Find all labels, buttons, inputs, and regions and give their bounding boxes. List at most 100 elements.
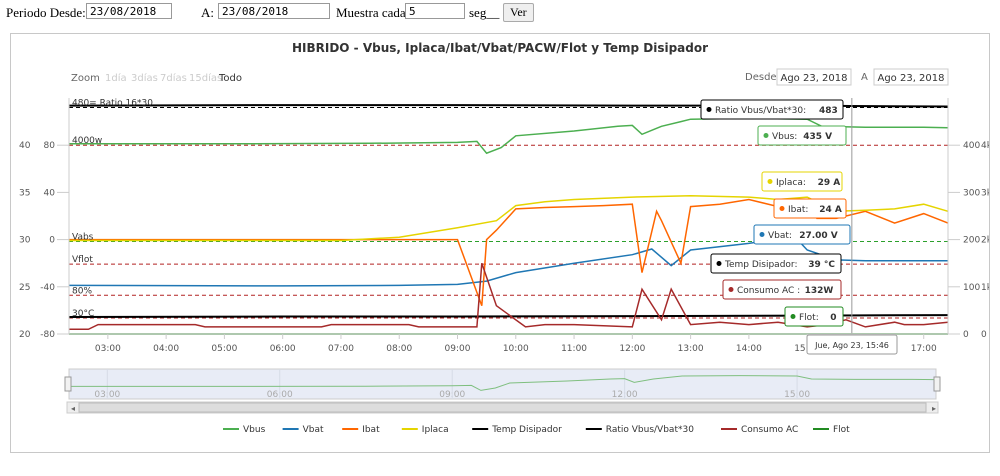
tooltip-vbus-value: 435 V	[803, 132, 832, 142]
y-left-outer-tick: 30	[19, 236, 31, 246]
period-form: Periodo Desde: A: Muestra cada: seg__ Ve…	[0, 0, 1000, 26]
y-right-inner-tick: 100	[963, 283, 980, 293]
desde-date-input[interactable]	[86, 3, 172, 19]
legend: Vbus Vbat Ibat Iplaca Temp Disipador Ratio Vb…	[223, 425, 850, 435]
tooltip-temp-dot	[716, 261, 722, 266]
zoom-15dias-button[interactable]: 15días	[189, 72, 222, 84]
y-left-inner-tick: -40	[40, 283, 55, 293]
y-left-inner-tick: -80	[40, 330, 55, 340]
range-from-box[interactable]	[776, 68, 852, 86]
x-tick-label: 14:00	[736, 344, 762, 354]
x-tick-label: 04:00	[153, 344, 179, 354]
y-left-outer-tick: 35	[19, 188, 30, 198]
tooltip-ratio-label: Ratio Vbus/Vbat*30:	[715, 106, 806, 116]
tooltip-ibat-box	[773, 198, 847, 219]
series-line-vbus	[69, 117, 949, 155]
x-tick-label: 12:00	[619, 344, 645, 354]
y-right-outer-tick: 3k	[981, 188, 989, 198]
x-tick-label: 13:00	[678, 344, 704, 354]
zoom-1dia-button[interactable]: 1día	[105, 72, 127, 84]
tooltip-flot-dot	[790, 314, 796, 319]
zoom-todo-button[interactable]: Todo	[218, 73, 242, 84]
tooltip-consumo-value: 132W	[805, 286, 834, 296]
scroll-left-arrow-icon: ◂	[71, 404, 75, 413]
navigator-handle-right	[933, 376, 941, 392]
zoom-7dias-button[interactable]: 7días	[160, 72, 187, 84]
tooltip-consumo-box	[722, 279, 842, 300]
y-right-outer-tick: 2k	[981, 236, 989, 246]
y-right-outer-tick: 4k	[981, 141, 989, 151]
tooltip-ratio-value: 483	[819, 106, 838, 116]
legend-item-consumo-ac: Consumo AC	[741, 425, 798, 435]
a-date-input[interactable]	[218, 3, 330, 19]
legend-item-iplaca: Iplaca	[422, 425, 449, 435]
tooltip-consumo-dot	[728, 287, 734, 292]
chart-container: HIBRIDO - Vbus, Iplaca/Ibat/Vbat/PACW/Fl…	[10, 33, 990, 453]
tooltip-temp-label: Temp Disipador:	[724, 260, 798, 270]
tooltip-iplaca-label: Iplaca:	[776, 178, 806, 188]
legend-item-vbus: Vbus	[243, 425, 266, 435]
legend-item-vbat: Vbat	[303, 425, 324, 435]
y-right-inner-tick: 0	[963, 330, 969, 340]
x-tick-label: 10:00	[503, 344, 529, 354]
tooltip-date-box	[806, 334, 898, 355]
muestra-label: Muestra cada:	[336, 5, 410, 20]
legend-item-ratio-vbus-vbat-30: Ratio Vbus/Vbat*30	[606, 425, 694, 435]
y-left-inner-tick: 0	[49, 236, 55, 246]
tooltip-iplaca-value: 29 A	[818, 178, 841, 188]
y-right-inner-tick: 300	[963, 188, 980, 198]
plot-line-label: Vflot	[72, 255, 93, 265]
navigator-handle-left	[64, 376, 72, 392]
x-tick-label: 17:00	[911, 344, 937, 354]
x-tick-label: 11:00	[561, 344, 587, 354]
plot-line-label: 4000w	[72, 136, 102, 146]
tooltip-flot-value: 0	[830, 313, 836, 323]
plot-line-label: 80%	[72, 286, 92, 296]
tooltip-temp-box	[710, 253, 842, 274]
legend-item-ibat: Ibat	[362, 425, 380, 435]
y-left-outer-tick: 25	[19, 283, 30, 293]
range-from-label: Desde	[745, 72, 777, 83]
y-right-inner-tick: 200	[963, 236, 980, 246]
y-left-outer-tick: 40	[19, 141, 31, 151]
plot-line-label: 30°C	[72, 309, 94, 319]
zoom-label: Zoom	[71, 73, 100, 84]
navigator-scrollbar-thumb	[78, 402, 927, 413]
y-left-inner-tick: 40	[44, 188, 56, 198]
series-line-iplaca	[69, 194, 949, 242]
navigator-selection	[68, 368, 937, 400]
zoom-3dias-button[interactable]: 3días	[131, 72, 158, 84]
x-tick-label: 06:00	[270, 344, 296, 354]
y-left-inner-tick: 80	[44, 141, 56, 151]
plot-band-labels: 480= Ratio 16*30 4000w Vabs Vflot 80% 30°C	[72, 98, 153, 319]
tooltip-flot-box	[784, 306, 844, 327]
range-from-input: Ago 23, 2018	[780, 73, 847, 84]
muestra-input[interactable]	[405, 3, 465, 19]
x-tick-label: 09:00	[445, 344, 471, 354]
x-tick-label: 03:00	[95, 344, 121, 354]
x-tick-label: 05:00	[211, 344, 237, 354]
tooltips: Ratio Vbus/Vbat*30: 483 Vbus: 435 V Iplaca…	[700, 99, 898, 355]
series-line-consumo-ac	[69, 262, 949, 331]
tooltip-consumo-label: Consumo AC :	[737, 286, 800, 296]
scroll-right-arrow-icon: ▸	[932, 404, 936, 413]
tooltip-date-label: Jue, Ago 23, 15:46	[814, 341, 889, 350]
series-line-ratio-vbus-vbat-30	[68, 104, 949, 108]
ver-button[interactable]: Ver	[503, 3, 534, 22]
tooltip-vbat-value: 27.00 V	[799, 231, 838, 241]
range-to-label: A	[861, 72, 868, 83]
seg-label: seg__	[469, 5, 500, 20]
tooltip-vbus-label: Vbus:	[772, 132, 797, 142]
y-right-outer-tick: 0	[981, 330, 987, 340]
range-to-box[interactable]	[873, 68, 949, 86]
a-label: A:	[201, 5, 214, 20]
navigator[interactable]: 03:00 06:00 09:00 12:00 15:00◂ ▸	[64, 368, 941, 414]
range-to-input: Ago 23, 2018	[877, 73, 944, 84]
plot-line-label: 480= Ratio 16*30	[72, 98, 153, 108]
tooltip-vbus-dot	[763, 133, 769, 138]
tooltip-vbat-box	[753, 224, 851, 245]
tooltip-ibat-dot	[779, 206, 785, 211]
y-right-outer-tick: 1k	[981, 283, 989, 293]
tooltip-ibat-value: 24 A	[819, 205, 842, 215]
tooltip-ibat-label: Ibat:	[788, 205, 808, 215]
